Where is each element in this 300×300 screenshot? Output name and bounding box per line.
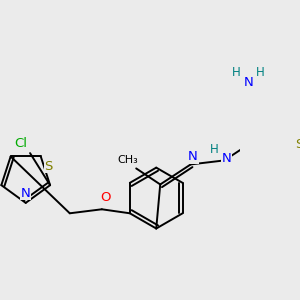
Text: H: H [210,143,219,156]
Text: N: N [188,150,198,163]
Text: N: N [244,76,253,89]
Text: S: S [295,138,300,151]
Text: CH₃: CH₃ [118,155,139,165]
Text: N: N [222,152,232,164]
Text: H: H [232,66,241,79]
Text: O: O [100,191,111,204]
Text: N: N [21,187,31,200]
Text: S: S [45,160,53,172]
Text: H: H [256,66,265,79]
Text: Cl: Cl [14,137,27,150]
